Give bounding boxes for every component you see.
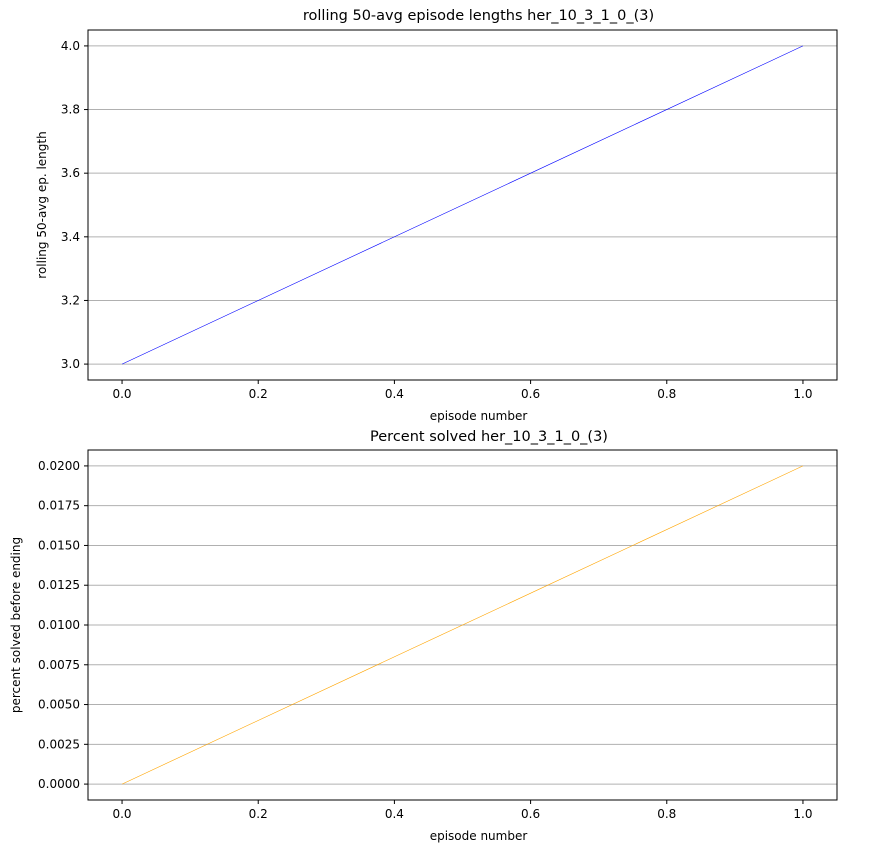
y-axis-label: percent solved before ending bbox=[9, 537, 23, 713]
x-tick-label: 0.6 bbox=[521, 807, 540, 821]
subplot-episode-lengths: rolling 50-avg episode lengths her_10_3_… bbox=[35, 8, 838, 423]
tick-marks: 0.0 0.2 0.4 0.6 0.8 1.0 3.0 3.2 3.4 3.6 3.8 4.0 bbox=[61, 39, 813, 401]
series-line bbox=[121, 465, 804, 785]
grid-lines bbox=[88, 465, 837, 785]
x-tick-label: 0.8 bbox=[657, 807, 676, 821]
y-tick-label: 0.0150 bbox=[38, 538, 80, 552]
y-tick-label: 0.0100 bbox=[38, 618, 80, 632]
y-tick-label: 4.0 bbox=[61, 39, 80, 53]
series-line bbox=[121, 45, 804, 365]
x-axis-label: episode number bbox=[430, 409, 528, 423]
y-tick-label: 0.0125 bbox=[38, 578, 80, 592]
y-tick-label: 0.0050 bbox=[38, 698, 80, 712]
y-tick-label: 3.4 bbox=[61, 230, 80, 244]
x-axis-label: episode number bbox=[430, 829, 528, 843]
y-tick-label: 3.2 bbox=[61, 293, 80, 307]
subplot-percent-solved: Percent solved her_10_3_1_0_(3) 0.0 0.2 0.… bbox=[9, 429, 838, 843]
series-lines bbox=[121, 45, 804, 365]
x-tick-label: 0.6 bbox=[521, 387, 540, 401]
y-tick-label: 3.8 bbox=[61, 103, 80, 117]
y-tick-label: 0.0075 bbox=[38, 658, 80, 672]
grid-lines bbox=[88, 45, 837, 365]
x-tick-label: 0.2 bbox=[249, 807, 268, 821]
x-tick-label: 0.4 bbox=[385, 807, 404, 821]
x-tick-label: 1.0 bbox=[793, 807, 812, 821]
x-tick-label: 0.0 bbox=[112, 807, 131, 821]
axes-frame bbox=[87, 29, 838, 381]
y-tick-label: 3.0 bbox=[61, 357, 80, 371]
y-tick-label: 0.0000 bbox=[38, 777, 80, 791]
y-tick-label: 3.6 bbox=[61, 166, 80, 180]
chart-title: rolling 50-avg episode lengths her_10_3_… bbox=[303, 8, 654, 24]
y-axis-label: rolling 50-avg ep. length bbox=[35, 131, 49, 278]
x-tick-label: 1.0 bbox=[793, 387, 812, 401]
x-tick-label: 0.4 bbox=[385, 387, 404, 401]
y-tick-label: 0.0200 bbox=[38, 459, 80, 473]
y-tick-label: 0.0175 bbox=[38, 499, 80, 513]
chart-title: Percent solved her_10_3_1_0_(3) bbox=[370, 429, 608, 445]
x-tick-label: 0.8 bbox=[657, 387, 676, 401]
tick-marks: 0.0 0.2 0.4 0.6 0.8 1.0 0.0000 0.0025 0.0050 0.00… bbox=[38, 459, 813, 821]
series-lines bbox=[121, 465, 804, 785]
y-tick-label: 0.0025 bbox=[38, 737, 80, 751]
x-tick-label: 0.2 bbox=[249, 387, 268, 401]
x-tick-label: 0.0 bbox=[112, 387, 131, 401]
